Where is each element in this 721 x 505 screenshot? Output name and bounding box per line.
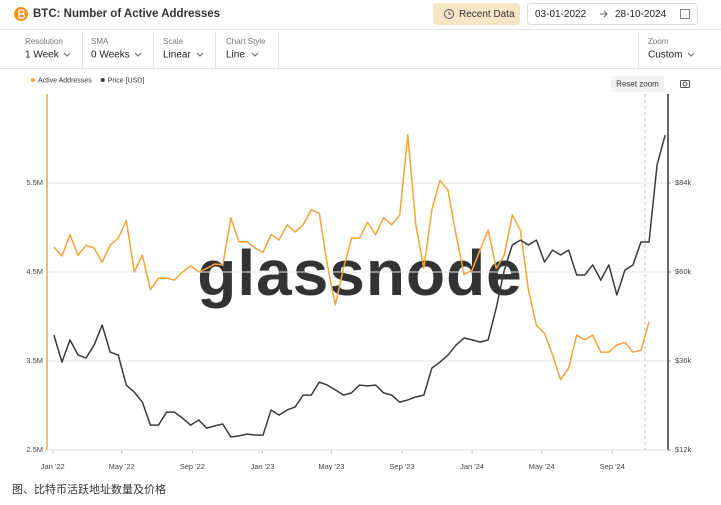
- x-tick-label: Jan '22: [41, 462, 65, 471]
- control-value[interactable]: 0 Weeks: [91, 50, 130, 61]
- clock-hand: [448, 11, 451, 15]
- x-tick-label: May '22: [109, 462, 135, 471]
- camera-lens: [682, 81, 688, 87]
- date-arrow: [600, 10, 608, 18]
- control-label: SMA: [91, 37, 109, 46]
- legend-swatch: [100, 78, 105, 82]
- x-tick-label: Jan '23: [250, 462, 274, 471]
- y2-tick-label: $12k: [675, 445, 692, 454]
- y2-tick-label: $60k: [675, 267, 692, 276]
- chevron: [134, 52, 142, 57]
- chevron: [63, 52, 71, 57]
- control-label: Scale: [163, 37, 184, 46]
- date-range-box[interactable]: [527, 3, 698, 25]
- clock-icon: [444, 9, 454, 19]
- control-label: Resolution: [25, 37, 63, 46]
- control-label: Zoom: [648, 37, 669, 46]
- legend-label: Price [USD]: [108, 77, 145, 84]
- caption: 图、比特币活跃地址数量及价格: [12, 482, 166, 496]
- panel: [0, 0, 721, 478]
- recent-data-button[interactable]: [433, 3, 520, 25]
- date-to: 28-10-2024: [615, 9, 667, 20]
- control-value[interactable]: 1 Week: [25, 50, 60, 61]
- control-value[interactable]: Custom: [648, 50, 682, 61]
- series-line: [53, 134, 650, 381]
- chevron: [687, 52, 695, 57]
- x-tick-label: May '23: [318, 462, 344, 471]
- y2-tick-label: $84k: [675, 178, 692, 187]
- calendar-icon[interactable]: [680, 9, 690, 19]
- series-line: [53, 134, 666, 438]
- x-tick-label: May '24: [529, 462, 555, 471]
- y-tick-label: 4.5M: [26, 267, 43, 276]
- y2-tick-label: $36k: [675, 356, 692, 365]
- x-tick-label: Jan '24: [460, 462, 484, 471]
- btc-icon-glyph: [18, 9, 26, 19]
- legend-swatch: [31, 78, 35, 82]
- chevron: [251, 52, 259, 57]
- x-tick-label: Sep '22: [180, 462, 205, 471]
- legend-label: Active Addresses: [38, 77, 92, 84]
- x-tick-label: Sep '24: [600, 462, 625, 471]
- watermark: glassnode: [197, 237, 523, 309]
- camera-icon[interactable]: [680, 80, 690, 88]
- date-from: 03-01-2022: [535, 9, 587, 20]
- reset-zoom-button[interactable]: [611, 76, 664, 92]
- y-tick-label: 2.5M: [26, 445, 43, 454]
- chevron: [196, 52, 204, 57]
- page-title: BTC: Number of Active Addresses: [33, 8, 220, 20]
- recent-data-label: Recent Data: [459, 9, 515, 20]
- control-label: Chart Style: [226, 37, 266, 46]
- y-tick-label: 3.5M: [26, 356, 43, 365]
- control-value[interactable]: Line: [226, 50, 245, 61]
- control-value[interactable]: Linear: [163, 50, 191, 61]
- reset-zoom-label: Reset zoom: [616, 80, 659, 89]
- x-tick-label: Sep '23: [389, 462, 414, 471]
- y-tick-label: 5.5M: [26, 178, 43, 187]
- controls: Resolution 1 Week SMA 0 Weeks Scale Line…: [25, 32, 695, 68]
